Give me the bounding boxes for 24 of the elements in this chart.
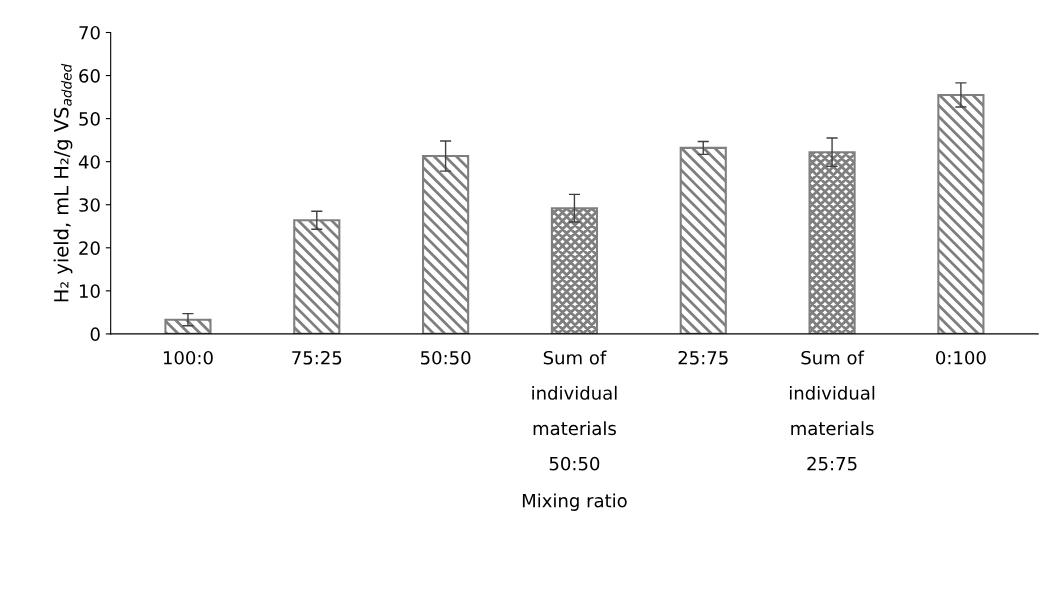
x-tick-label: 0:100 — [936, 350, 986, 365]
x-tick-label: 100:0 — [163, 350, 213, 365]
y-tick-label: 40 — [78, 155, 100, 169]
bar — [550, 207, 599, 334]
y-tick-label: 0 — [90, 327, 100, 342]
x-tick-label: 75:25 — [292, 350, 342, 365]
x-tick-label: Sum of individual materials 50:50 — [532, 350, 617, 471]
y-tick-label: 30 — [79, 198, 100, 212]
y-axis-title: H₂ yield, mL H₂/g VS$_{added}$ — [53, 63, 73, 302]
x-tick-label: Sum of individual materials 25:75 — [789, 350, 875, 471]
x-tick-label: 50:50 — [420, 350, 471, 365]
bar — [293, 219, 341, 334]
bar — [937, 93, 985, 334]
bar — [422, 155, 470, 334]
y-tick-label: 50 — [79, 112, 100, 126]
x-axis-title: Mixing ratio — [522, 493, 627, 511]
bar — [679, 146, 727, 334]
y-tick-label: 20 — [79, 241, 100, 255]
y-tick-label: 70 — [79, 25, 100, 40]
bar — [808, 151, 856, 334]
bar — [164, 318, 212, 334]
y-tick-label: 60 — [79, 69, 100, 83]
y-tick-label: 10 — [79, 284, 100, 298]
x-tick-label: 25:75 — [678, 350, 728, 365]
